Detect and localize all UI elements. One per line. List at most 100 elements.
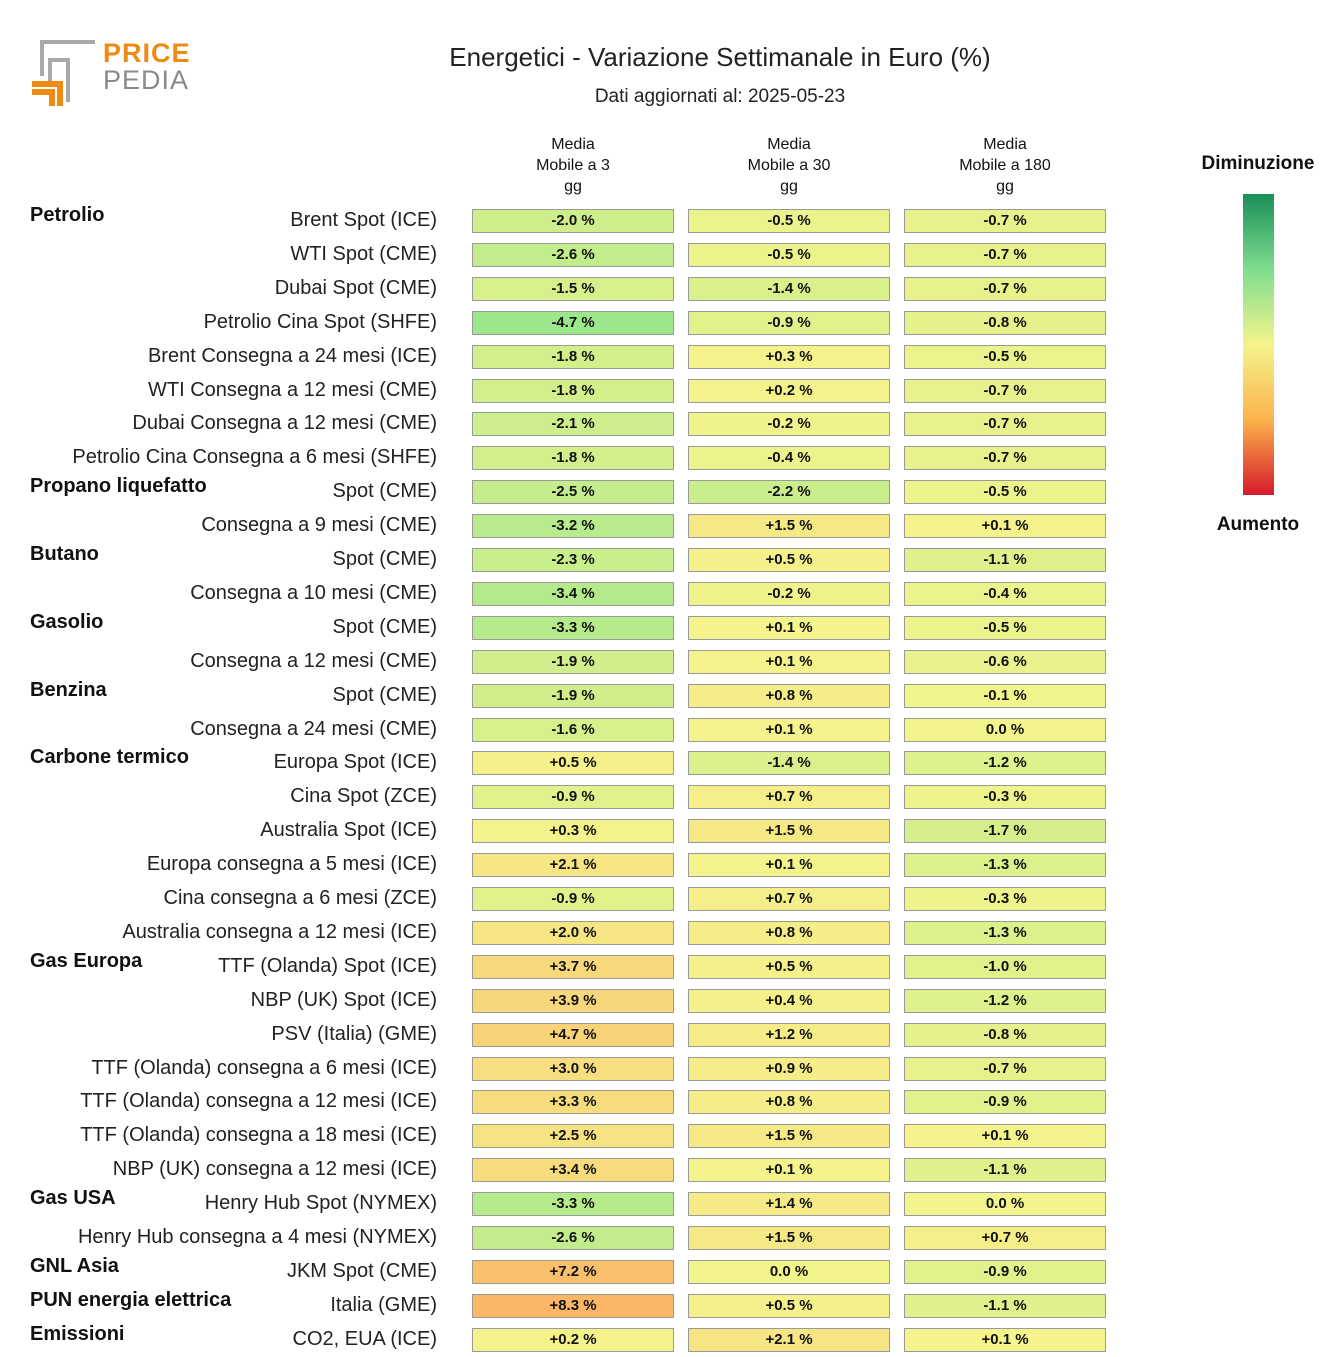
heatmap-cell: +4.7 % xyxy=(472,1022,674,1047)
heatmap-cell: +0.2 % xyxy=(688,378,890,403)
row-label: Dubai Spot (CME) xyxy=(274,276,437,299)
heatmap-cell: -1.1 % xyxy=(904,1293,1106,1318)
row-label: NBP (UK) consegna a 12 mesi (ICE) xyxy=(112,1158,437,1181)
heatmap-cell: -0.9 % xyxy=(472,887,674,911)
group-label: Butano xyxy=(30,543,99,565)
heatmap-cell: -0.9 % xyxy=(904,1090,1106,1115)
heatmap-cell: -1.4 % xyxy=(688,276,890,301)
row-label: Europa Spot (ICE) xyxy=(273,751,437,774)
heatmap-cell: +0.1 % xyxy=(688,853,890,878)
heatmap-cell: -1.3 % xyxy=(904,920,1106,945)
heatmap-cell: 0.0 % xyxy=(904,717,1106,742)
row-label: NBP (UK) Spot (ICE) xyxy=(250,988,437,1011)
logo-icon xyxy=(32,40,95,106)
row-label: WTI Spot (CME) xyxy=(290,242,437,265)
heatmap-cell: -0.8 % xyxy=(904,1022,1106,1047)
column-header-line: gg xyxy=(780,178,798,195)
heatmap-cell: +0.1 % xyxy=(904,514,1106,539)
heatmap-cell: -4.7 % xyxy=(472,310,674,335)
heatmap-cell: +0.9 % xyxy=(688,1056,890,1081)
row-label: Spot (CME) xyxy=(332,615,437,638)
heatmap-cell: +1.5 % xyxy=(688,514,890,539)
heatmap-cell: -0.6 % xyxy=(904,649,1106,674)
heatmap-cell: +0.3 % xyxy=(472,819,674,844)
heatmap-cell: -0.7 % xyxy=(904,276,1106,301)
heatmap-cell: +0.5 % xyxy=(472,751,674,776)
heatmap-cell: -1.6 % xyxy=(472,717,674,742)
heatmap-cell: -0.8 % xyxy=(904,310,1106,335)
heatmap-cell: -0.5 % xyxy=(904,480,1106,505)
heatmap-cell: +0.8 % xyxy=(688,683,890,708)
heatmap-cell: -3.4 % xyxy=(472,581,674,606)
row-label: TTF (Olanda) Spot (ICE) xyxy=(218,954,437,977)
heatmap-cell: -2.6 % xyxy=(472,242,674,267)
row-label: TTF (Olanda) consegna a 12 mesi (ICE) xyxy=(80,1090,437,1113)
group-label: Gasolio xyxy=(30,610,104,633)
heatmap-cell: -2.5 % xyxy=(472,480,674,505)
heatmap-cell: +3.3 % xyxy=(472,1090,674,1115)
column-header-line: Media xyxy=(983,136,1027,153)
column-header-line: Media xyxy=(551,136,595,153)
heatmap-cell: +7.2 % xyxy=(472,1259,674,1284)
row-label: Australia consegna a 12 mesi (ICE) xyxy=(122,920,437,943)
heatmap-cell: -0.7 % xyxy=(904,1056,1106,1081)
heatmap-cell: -0.5 % xyxy=(904,615,1106,640)
heatmap-cell: +0.1 % xyxy=(688,1158,890,1183)
group-label: Benzina xyxy=(30,678,107,701)
row-label: Consegna a 10 mesi (CME) xyxy=(190,581,437,604)
logo-text-pedia: PEDIA xyxy=(103,65,190,95)
heatmap-cell: -1.8 % xyxy=(472,446,674,471)
row-label: Italia (GME) xyxy=(330,1293,437,1316)
heatmap-cell: +0.8 % xyxy=(688,920,890,945)
heatmap-cell: -0.7 % xyxy=(904,242,1106,267)
heatmap-cell: +0.7 % xyxy=(688,785,890,810)
heatmap-cell: -0.5 % xyxy=(904,344,1106,369)
heatmap-cell: -0.9 % xyxy=(688,310,890,335)
heatmap-cell: +2.0 % xyxy=(472,920,674,945)
column-header-line: gg xyxy=(996,178,1014,195)
heatmap-cell: -0.4 % xyxy=(904,581,1106,606)
heatmap-cell: -1.1 % xyxy=(904,1158,1106,1183)
heatmap-cell: +0.8 % xyxy=(688,1090,890,1115)
heatmap-cell: -0.9 % xyxy=(904,1259,1106,1284)
pricepedia-logo: PRICE PEDIA xyxy=(30,38,190,110)
heatmap-cell: -1.1 % xyxy=(904,548,1106,572)
row-label: Spot (CME) xyxy=(332,548,437,570)
heatmap-cell: +3.9 % xyxy=(472,988,674,1013)
row-label: CO2, EUA (ICE) xyxy=(292,1327,437,1350)
row-label: Spot (CME) xyxy=(332,683,437,706)
row-label: Consegna a 9 mesi (CME) xyxy=(201,514,437,537)
column-header-line: Mobile a 30 xyxy=(747,157,831,174)
heatmap-cell: -1.2 % xyxy=(904,751,1106,776)
group-label: Emissioni xyxy=(30,1322,125,1345)
row-label: Cina consegna a 6 mesi (ZCE) xyxy=(163,887,437,909)
heatmap-cell: +0.2 % xyxy=(472,1327,674,1352)
heatmap-cell: +1.5 % xyxy=(688,1124,890,1149)
row-label: TTF (Olanda) consegna a 18 mesi (ICE) xyxy=(80,1124,437,1147)
heatmap-cell: +1.5 % xyxy=(688,819,890,844)
column-header-line: Mobile a 3 xyxy=(536,157,610,174)
row-label: Europa consegna a 5 mesi (ICE) xyxy=(146,853,437,876)
heatmap-cell: +3.4 % xyxy=(472,1158,674,1183)
column-header-2: Media Mobile a 30 gg xyxy=(688,134,890,197)
heatmap-cell: -0.2 % xyxy=(688,412,890,437)
heatmap-cell: +2.1 % xyxy=(472,853,674,878)
heatmap-cell: -0.2 % xyxy=(688,581,890,606)
heatmap-cell: -1.0 % xyxy=(904,954,1106,979)
heatmap-cell: -2.2 % xyxy=(688,480,890,505)
heatmap-cell: +0.1 % xyxy=(688,649,890,674)
column-header-line: gg xyxy=(564,178,582,195)
group-label: GNL Asia xyxy=(30,1254,119,1277)
legend-top-label: Diminuzione xyxy=(1201,153,1315,174)
row-label: WTI Consegna a 12 mesi (CME) xyxy=(148,378,437,401)
heatmap-cell: -1.3 % xyxy=(904,853,1106,878)
heatmap-cell: -2.0 % xyxy=(472,209,674,233)
heatmap-cell: +0.5 % xyxy=(688,548,890,572)
group-label: Gas USA xyxy=(30,1187,116,1210)
row-label: Consegna a 12 mesi (CME) xyxy=(190,649,437,672)
group-label: PUN energia elettrica xyxy=(30,1288,232,1311)
heatmap-cell: +0.5 % xyxy=(688,954,890,979)
row-label: Henry Hub consegna a 4 mesi (NYMEX) xyxy=(77,1226,437,1248)
heatmap-cell: -0.7 % xyxy=(904,209,1106,233)
heatmap-cell: +1.4 % xyxy=(688,1192,890,1217)
